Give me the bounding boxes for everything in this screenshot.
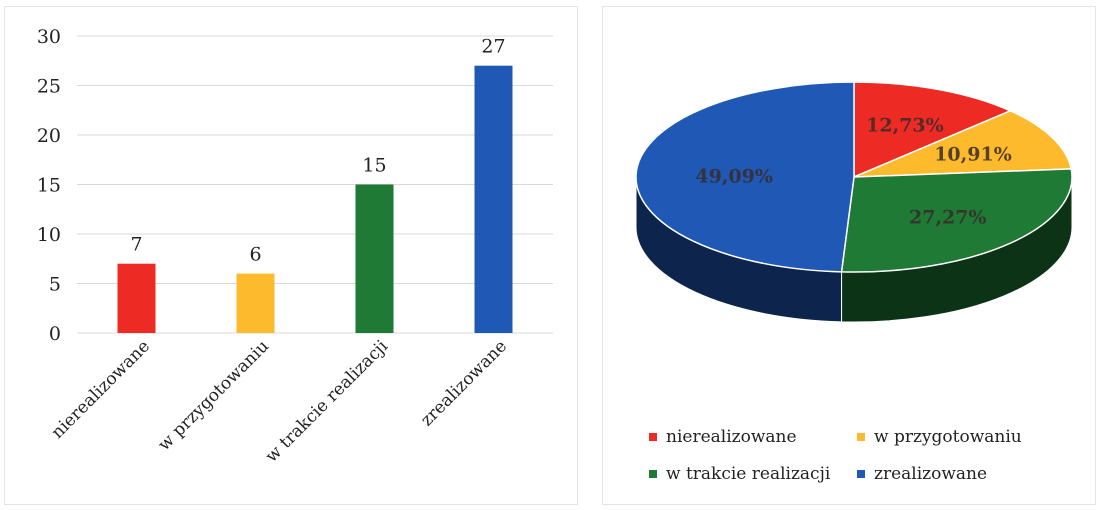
pie-value-label: 49,09%: [695, 166, 773, 188]
pie-top: [635, 81, 1073, 273]
y-tick-label: 30: [37, 26, 61, 48]
legend-label: w trakcie realizacji: [666, 464, 831, 484]
y-tick-label: 0: [49, 323, 61, 345]
legend-swatch: [857, 433, 865, 441]
legend-item-zrealizowane: zrealizowane: [857, 464, 1089, 484]
legend-item-w-trakcie-realizacji: w trakcie realizacji: [649, 464, 857, 484]
x-tick-label: w przygotowaniu: [154, 336, 273, 455]
legend-item-nierealizowane: nierealizowane: [649, 427, 857, 447]
y-tick-label: 20: [37, 125, 61, 147]
data-label: 7: [130, 234, 142, 256]
pie-value-label: 12,73%: [866, 114, 944, 136]
y-tick-label: 25: [37, 76, 61, 98]
x-tick-label: w trakcie realizacji: [262, 336, 393, 467]
legend-row: nierealizowane w przygotowaniu: [649, 427, 1089, 447]
legend-label: nierealizowane: [666, 427, 797, 447]
x-tick-label: zrealizowane: [417, 336, 511, 430]
x-tick-label: nierealizowane: [48, 336, 154, 442]
pie-slice-w-przygotowaniu: [853, 109, 1073, 178]
data-label: 27: [481, 36, 505, 58]
bar-zrealizowane: [474, 65, 513, 333]
y-tick-label: 10: [37, 224, 61, 246]
legend-label: zrealizowane: [874, 464, 988, 484]
pie-slice-nierealizowane: [853, 81, 1013, 179]
bar-chart: 0 5 10 15 20 25 30 7 nierealizowane 6 w przygotowa…: [37, 26, 553, 467]
legend-row: w trakcie realizacji zrealizowane: [649, 464, 1089, 484]
legend-swatch: [649, 470, 657, 478]
legend-label: w przygotowaniu: [874, 427, 1022, 447]
bar-w-trakcie-realizacji: [355, 184, 394, 333]
pie-chart-panel: 12,73% 10,91% 27,27% 49,09% nierealizowane w…: [602, 6, 1096, 505]
data-label: 6: [249, 244, 261, 266]
pie-slice-w-trakcie-realizacji: [840, 168, 1073, 273]
y-tick-label: 5: [49, 274, 61, 296]
legend-swatch: [649, 433, 657, 441]
bar-w-przygotowaniu: [236, 273, 275, 333]
y-tick-label: 15: [37, 175, 61, 197]
legend-swatch: [857, 470, 865, 478]
pie-slice-zrealizowane: [635, 81, 855, 273]
pie-legend: nierealizowane w przygotowaniu w trakcie r…: [649, 427, 1089, 501]
pie-value-label: 27,27%: [909, 207, 987, 229]
pie-value-label: 10,91%: [934, 143, 1012, 165]
bar-nierealizowane: [117, 263, 156, 333]
bar-chart-panel: 0 5 10 15 20 25 30 7 nierealizowane 6 w przygotowa…: [4, 6, 578, 505]
legend-item-w-przygotowaniu: w przygotowaniu: [857, 427, 1089, 447]
data-label: 15: [362, 155, 386, 177]
pie-chart: 12,73% 10,91% 27,27% 49,09%: [635, 81, 1073, 323]
